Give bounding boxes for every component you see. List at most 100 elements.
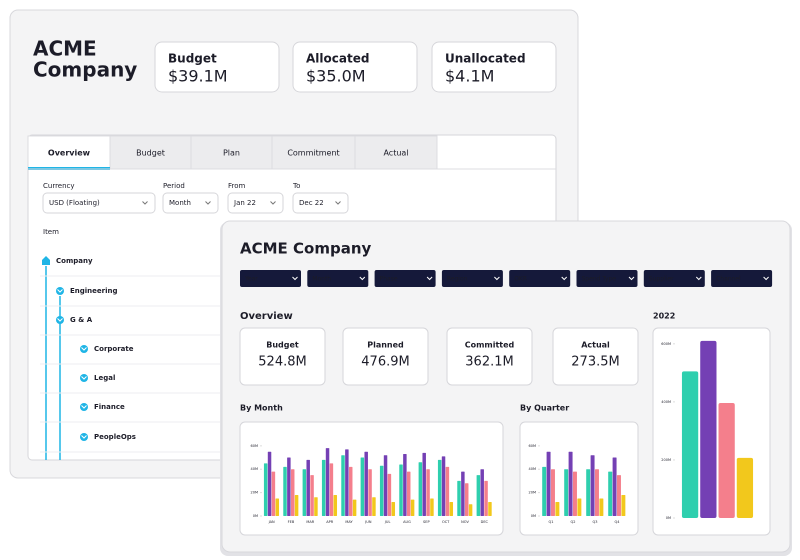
kpi-card xyxy=(552,327,639,386)
tab-label: Actual xyxy=(383,149,408,158)
filter-dropdown-label: Spend Type xyxy=(582,276,617,283)
filter-dropdown[interactable] xyxy=(711,270,773,287)
x-tick-label: Q3 xyxy=(593,520,598,524)
bar xyxy=(291,469,295,516)
caret xyxy=(426,276,433,281)
filter-dropdown[interactable] xyxy=(576,270,638,287)
y-tick-label: 0M xyxy=(253,514,258,518)
x-tick-label: Q2 xyxy=(571,520,576,524)
bar xyxy=(275,498,280,516)
bar xyxy=(484,480,488,516)
row-icon[interactable] xyxy=(80,403,88,411)
filter-dropdown-label: Channel xyxy=(716,276,741,283)
bar xyxy=(449,501,454,516)
bar xyxy=(410,499,415,516)
bar xyxy=(546,451,551,516)
bar xyxy=(422,452,426,516)
caret xyxy=(494,276,500,281)
filter-value: Month xyxy=(169,199,191,207)
bar xyxy=(577,498,582,516)
y-tick-label: 0M xyxy=(666,516,671,520)
filter-dropdown[interactable] xyxy=(509,270,571,287)
bar xyxy=(555,501,560,516)
summary-card xyxy=(431,41,557,93)
row-icon[interactable] xyxy=(56,316,64,324)
caret xyxy=(81,376,87,380)
bar xyxy=(586,469,591,516)
y-tick-label: 40M xyxy=(529,467,536,471)
kpi-value: 524.8M xyxy=(258,355,306,370)
kpi-label: Actual xyxy=(581,341,610,350)
kpi-value: 273.5M xyxy=(571,355,619,370)
tab[interactable] xyxy=(271,135,356,170)
bar xyxy=(403,454,407,516)
bar xyxy=(468,504,473,516)
panel-title: ACME xyxy=(33,37,97,61)
bar xyxy=(573,471,577,516)
kpi-value: 476.9M xyxy=(361,355,409,370)
bar xyxy=(736,457,754,518)
filter-dropdown[interactable] xyxy=(441,270,503,287)
tree-label: G & A xyxy=(70,316,93,324)
bar xyxy=(372,497,376,516)
bar xyxy=(310,475,314,516)
x-tick-label: JAN xyxy=(268,520,275,524)
filter-dropdown[interactable] xyxy=(307,270,369,287)
filter-select[interactable] xyxy=(42,192,156,214)
caret xyxy=(205,201,211,205)
bar xyxy=(426,469,430,516)
row-icon[interactable] xyxy=(80,345,88,353)
caret xyxy=(561,276,568,281)
kpi-card xyxy=(342,327,429,386)
bar xyxy=(595,469,599,516)
x-tick-label: NOV xyxy=(461,520,469,524)
tree-label: PeopleOps xyxy=(94,433,136,441)
panel-title: Company xyxy=(33,58,137,82)
x-tick-label: FEB xyxy=(288,520,295,524)
bar xyxy=(341,455,345,516)
filter-select[interactable] xyxy=(162,192,219,214)
row-icon[interactable] xyxy=(80,433,88,441)
caret xyxy=(359,276,366,281)
bar xyxy=(349,466,353,516)
row-icon[interactable] xyxy=(56,287,64,295)
tab[interactable] xyxy=(109,135,192,170)
y-tick-label: 60M xyxy=(251,444,258,448)
caret xyxy=(81,405,87,409)
filter-dropdown[interactable] xyxy=(374,270,436,287)
y-tick-label: 40M xyxy=(251,467,258,471)
x-tick-label: SEP xyxy=(423,520,430,524)
bar xyxy=(542,466,547,516)
bar xyxy=(306,459,310,516)
kpi-label: Committed xyxy=(465,341,515,350)
bar xyxy=(283,466,287,516)
bar xyxy=(480,469,484,516)
x-tick-label: JUN xyxy=(364,520,372,524)
y-tick-label: 20M xyxy=(529,491,536,495)
filter-dropdown-label: OKR xyxy=(514,276,527,283)
y-tick-label: 400M xyxy=(661,400,671,404)
y-tick-label: 20M xyxy=(251,491,258,495)
caret xyxy=(57,318,63,322)
bar xyxy=(564,469,569,516)
filter-dropdown[interactable] xyxy=(643,270,705,287)
bar xyxy=(333,494,338,516)
tab-label: Commitment xyxy=(287,149,339,158)
tree-label: Legal xyxy=(94,374,115,382)
filter-dropdown[interactable] xyxy=(240,270,301,287)
bar xyxy=(461,471,465,516)
bar xyxy=(608,471,613,516)
filter-select[interactable] xyxy=(227,192,284,214)
section-title: By Quarter xyxy=(520,404,569,413)
bar xyxy=(360,457,365,516)
bar xyxy=(418,462,423,516)
tab-label: Plan xyxy=(223,149,240,158)
filter-select[interactable] xyxy=(292,192,349,214)
bar xyxy=(718,403,735,518)
y-tick-label: 600M xyxy=(661,342,671,346)
tab[interactable] xyxy=(354,135,438,170)
x-tick-label: APR xyxy=(326,520,334,524)
section-title: Overview xyxy=(240,311,293,322)
row-icon[interactable] xyxy=(80,374,88,382)
